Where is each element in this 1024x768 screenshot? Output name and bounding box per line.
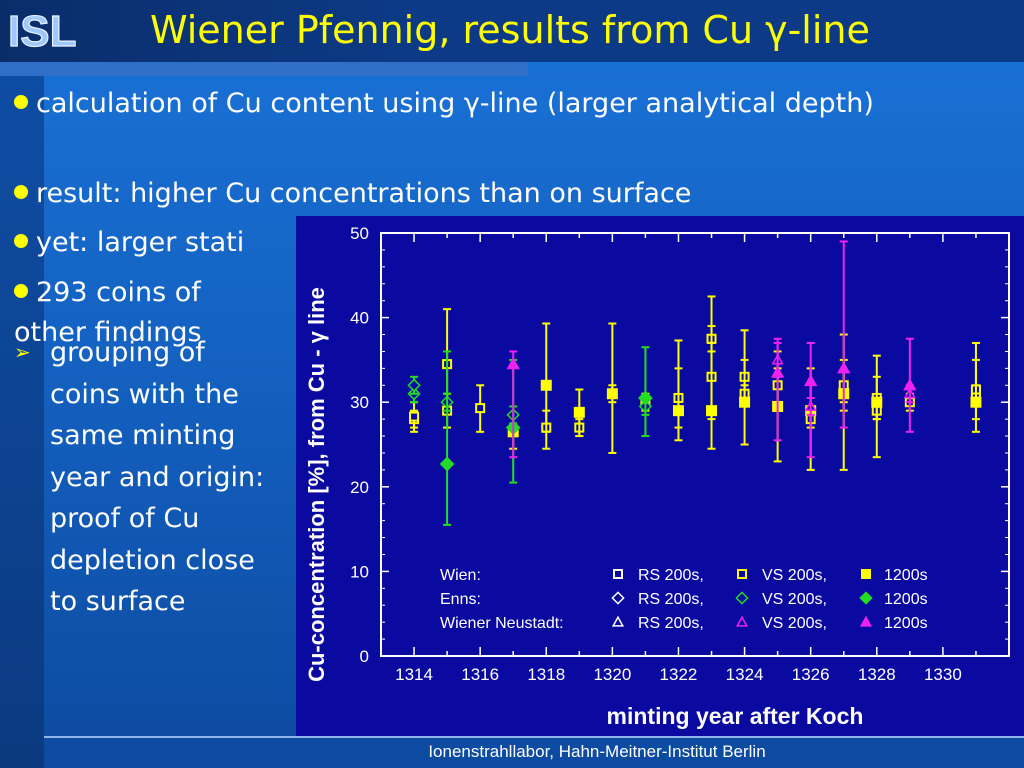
- bullet-2-text: result: higher Cu concentrations than on…: [36, 178, 692, 209]
- data-point: [606, 388, 618, 400]
- y-tick-label: 10: [350, 562, 369, 581]
- bullet-3: yet: larger stati: [14, 223, 314, 263]
- bullet-4-text: 293 coins of other findings: [14, 277, 202, 348]
- legend-marker: [861, 569, 871, 579]
- plot-frame: [380, 232, 1010, 657]
- footer-divider: [44, 736, 1024, 738]
- legend-entry-label: VS 200s,: [762, 615, 827, 632]
- legend-entry-label: RS 200s,: [638, 615, 704, 632]
- legend-entry-label: 1200s: [884, 591, 928, 608]
- x-axis-label: minting year after Koch: [607, 703, 864, 729]
- y-tick-label: 50: [350, 224, 369, 243]
- data-point: [672, 405, 684, 417]
- legend-marker: [737, 569, 747, 579]
- x-tick-label: 1324: [726, 665, 764, 684]
- data-point: [871, 396, 883, 408]
- bullet-3-text: yet: larger stati: [36, 227, 245, 258]
- legend-marker: [859, 591, 873, 605]
- bullet-1-text: calculation of Cu content using γ-line (…: [36, 88, 874, 119]
- legend-marker: [735, 615, 749, 627]
- legend-marker: [611, 591, 625, 605]
- x-tick-label: 1330: [924, 665, 962, 684]
- data-point: [475, 403, 486, 414]
- left-decor-band: [0, 0, 44, 768]
- bullet-dot-icon: [14, 234, 28, 248]
- data-point: [739, 396, 751, 408]
- y-tick-label: 20: [350, 478, 369, 497]
- arrow-bullet-icon: ➢: [14, 340, 31, 364]
- x-tick-label: 1314: [395, 665, 433, 684]
- data-point: [407, 378, 421, 392]
- svg-text:ISL: ISL: [8, 7, 76, 56]
- legend-entry-label: RS 200s,: [638, 567, 704, 584]
- legend-origin-label: Wien:: [440, 567, 481, 584]
- title-bar: [0, 0, 1024, 62]
- legend-origin-label: Wiener Neustadt:: [440, 615, 564, 632]
- data-point: [439, 456, 455, 472]
- bullet-2: result: higher Cu concentrations than on…: [14, 174, 914, 214]
- legend-entry-label: VS 200s,: [762, 591, 827, 608]
- x-tick-label: 1326: [792, 665, 830, 684]
- data-point: [837, 361, 851, 374]
- legend-entry-label: VS 200s,: [762, 567, 827, 584]
- x-tick-label: 1322: [660, 665, 698, 684]
- data-point: [573, 406, 585, 418]
- data-point: [706, 405, 718, 417]
- data-point: [804, 374, 818, 387]
- data-point: [903, 378, 917, 391]
- x-tick-label: 1318: [527, 665, 565, 684]
- bullet-dot-icon: [14, 284, 28, 298]
- y-tick-label: 30: [350, 393, 369, 412]
- isl-logo: ISL: [7, 6, 77, 56]
- chart-panel: 0 10 20 30 40 50 1314 1316 1318 1320 1322 1324 1326 1…: [296, 216, 1024, 738]
- sub-bullet-text: grouping of coins with the same minting …: [50, 337, 265, 617]
- data-point: [638, 390, 653, 406]
- legend-marker: [613, 569, 623, 579]
- title-underline: [0, 62, 528, 76]
- y-tick-label: 0: [360, 647, 369, 666]
- x-tick-label: 1320: [593, 665, 631, 684]
- bullet-4: 293 coins of other findings: [14, 273, 274, 353]
- bullet-dot-icon: [14, 95, 28, 109]
- legend-origin-label: Enns:: [440, 591, 481, 608]
- legend-entry-label: 1200s: [884, 567, 928, 584]
- y-axis-label: Cu-concentration [%], from Cu - γ line: [304, 287, 329, 682]
- x-tick-label: 1328: [858, 665, 896, 684]
- footer-text: Ionenstrahllabor, Hahn-Meitner-Institut …: [428, 742, 766, 761]
- y-tick-label: 40: [350, 309, 369, 328]
- legend-marker: [611, 615, 625, 627]
- slide-title: Wiener Pfennig, results from Cu γ-line: [150, 8, 870, 52]
- data-point: [770, 365, 785, 378]
- legend-entry-label: 1200s: [884, 615, 928, 632]
- data-point: [506, 357, 520, 370]
- x-tick-label: 1316: [461, 665, 499, 684]
- legend-marker: [859, 615, 873, 627]
- data-point: [540, 379, 552, 391]
- legend-marker: [735, 591, 749, 605]
- bullet-dot-icon: [14, 185, 28, 199]
- cu-concentration-chart: 0 10 20 30 40 50 1314 1316 1318 1320 1322 1324 1326 1…: [304, 224, 1010, 729]
- bullet-1: calculation of Cu content using γ-line (…: [14, 84, 914, 124]
- data-point: [970, 396, 982, 408]
- data-point: [409, 411, 420, 422]
- legend-entry-label: RS 200s,: [638, 591, 704, 608]
